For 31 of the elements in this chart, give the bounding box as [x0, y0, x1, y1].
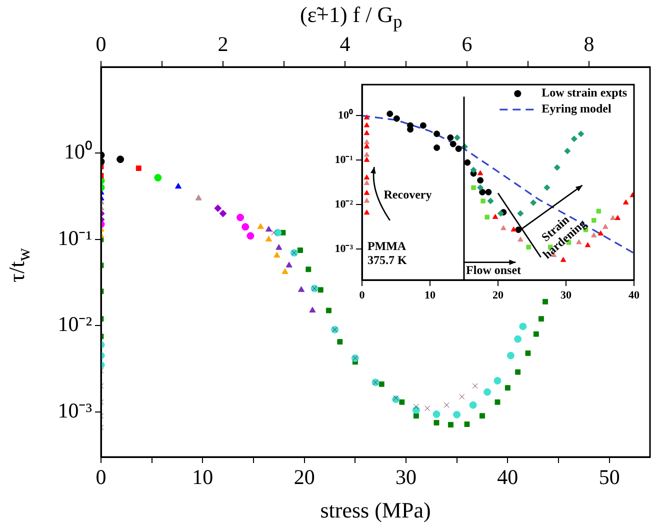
y-tick-label: 10⁻¹ — [334, 154, 353, 166]
x2-tick-label: 2 — [218, 32, 228, 56]
x2-tick-label: 6 — [462, 32, 472, 56]
x2-tick-label: 8 — [584, 32, 594, 56]
x-axis-title: stress (MPa) — [320, 498, 431, 523]
x-tick-label: 20 — [294, 465, 315, 490]
x-tick-label: 0 — [359, 289, 366, 302]
x2-tick-label: 0 — [96, 32, 106, 56]
annotation: PMMA 375.7 K — [367, 239, 408, 268]
y-tick-label: 10⁻² — [334, 198, 354, 210]
annotation: Recovery — [384, 188, 432, 202]
y-tick-label: 10⁻¹ — [58, 226, 92, 250]
x-tick-label: 30 — [396, 465, 416, 490]
y-tick-label: 10⁰ — [338, 108, 353, 122]
legend-label: Low strain expts — [542, 86, 628, 100]
x-tick-label: 40 — [497, 465, 518, 490]
x2-tick-label: 4 — [340, 32, 351, 56]
x-tick-label: 40 — [628, 289, 640, 302]
x-tick-label: 0 — [96, 465, 106, 490]
x-tick-label: 20 — [492, 289, 504, 302]
x-tick-label: 10 — [192, 465, 214, 490]
x-tick-label: 10 — [424, 289, 436, 302]
y-tick-label: 10⁰ — [64, 140, 92, 164]
legend-label: Eyring model — [542, 102, 612, 116]
x2-axis-title: (ε̃+1) f / G$_{p}$ — [300, 2, 402, 32]
x-tick-label: 50 — [598, 465, 620, 490]
annotation: Flow onset — [466, 263, 522, 278]
x-tick-label: 30 — [560, 289, 572, 302]
y-tick-label: 10⁻³ — [58, 398, 92, 422]
y-tick-label: 10⁻³ — [334, 242, 354, 255]
y-tick-label: 10⁻² — [58, 312, 92, 336]
